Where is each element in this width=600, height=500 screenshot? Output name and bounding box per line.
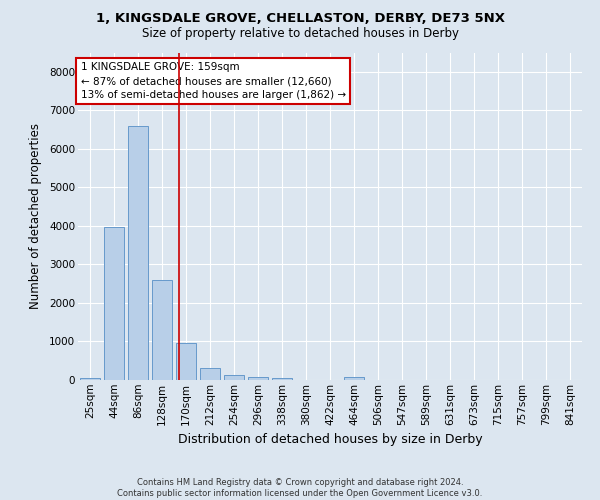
Bar — [128, 126, 148, 380]
Text: Size of property relative to detached houses in Derby: Size of property relative to detached ho… — [142, 28, 458, 40]
Text: 1 KINGSDALE GROVE: 159sqm
← 87% of detached houses are smaller (12,660)
13% of s: 1 KINGSDALE GROVE: 159sqm ← 87% of detac… — [80, 62, 346, 100]
Text: 1, KINGSDALE GROVE, CHELLASTON, DERBY, DE73 5NX: 1, KINGSDALE GROVE, CHELLASTON, DERBY, D… — [95, 12, 505, 26]
Bar — [104, 226, 124, 380]
Bar — [80, 378, 100, 380]
Bar — [224, 375, 244, 380]
Bar — [200, 368, 220, 380]
Bar — [152, 280, 172, 380]
Bar — [248, 376, 268, 380]
Y-axis label: Number of detached properties: Number of detached properties — [29, 123, 42, 309]
Text: Contains HM Land Registry data © Crown copyright and database right 2024.
Contai: Contains HM Land Registry data © Crown c… — [118, 478, 482, 498]
Bar — [344, 377, 364, 380]
Bar — [272, 378, 292, 380]
Bar — [176, 344, 196, 380]
X-axis label: Distribution of detached houses by size in Derby: Distribution of detached houses by size … — [178, 433, 482, 446]
